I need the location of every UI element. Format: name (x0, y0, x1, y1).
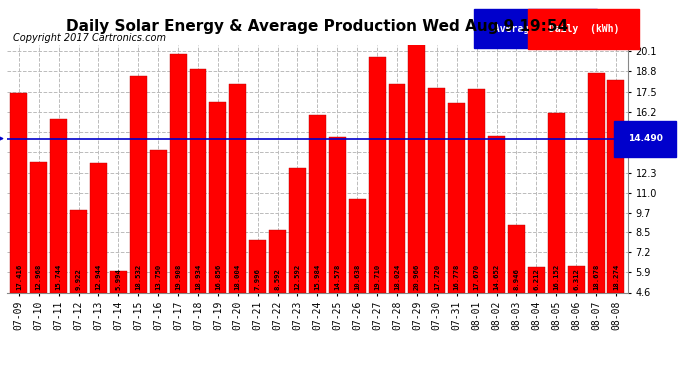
Text: 19.710: 19.710 (374, 264, 380, 290)
Bar (90, 163, 107, 292)
Text: 7.996: 7.996 (255, 268, 261, 290)
Bar (10, 93, 28, 292)
Text: 8.946: 8.946 (513, 268, 520, 290)
Text: 15.984: 15.984 (315, 264, 320, 290)
Bar (269, 230, 286, 292)
Text: 6.312: 6.312 (573, 268, 579, 290)
Bar (70, 210, 87, 292)
Bar (469, 89, 485, 292)
Text: 18.532: 18.532 (135, 264, 141, 290)
Bar (130, 76, 147, 292)
Text: 20.966: 20.966 (414, 264, 420, 290)
Text: 18.934: 18.934 (195, 264, 201, 290)
Text: 13.750: 13.750 (155, 264, 161, 290)
Text: Copyright 2017 Cartronics.com: Copyright 2017 Cartronics.com (13, 33, 166, 42)
Bar (249, 240, 266, 292)
Bar (229, 84, 246, 292)
Bar (488, 136, 505, 292)
Bar (50, 119, 67, 292)
Bar (548, 112, 564, 292)
Text: 8.592: 8.592 (275, 268, 281, 290)
Bar (508, 225, 525, 292)
Text: 14.490: 14.490 (0, 134, 3, 143)
Text: 12.592: 12.592 (295, 264, 301, 290)
Text: 14.652: 14.652 (493, 264, 500, 290)
Bar (528, 267, 545, 292)
Text: 17.416: 17.416 (16, 264, 22, 290)
Text: 16.152: 16.152 (553, 264, 560, 290)
Text: 18.024: 18.024 (394, 264, 400, 290)
Bar (428, 88, 445, 292)
Bar (190, 69, 206, 292)
Bar (309, 115, 326, 292)
Bar (210, 102, 226, 292)
Bar (408, 38, 425, 292)
Bar (348, 198, 366, 292)
Text: Average  (kWh): Average (kWh) (489, 24, 582, 34)
Bar (568, 266, 584, 292)
Text: 18.274: 18.274 (613, 264, 619, 290)
Bar (607, 80, 624, 292)
Bar (30, 162, 47, 292)
Text: 14.490: 14.490 (628, 134, 663, 143)
Text: 17.670: 17.670 (473, 264, 480, 290)
Bar (388, 84, 406, 292)
Bar (368, 57, 386, 292)
Text: 12.944: 12.944 (95, 264, 101, 290)
Text: 14.578: 14.578 (334, 264, 340, 290)
Text: Daily  (kWh): Daily (kWh) (542, 24, 625, 34)
Text: 6.212: 6.212 (533, 268, 540, 290)
Bar (170, 54, 186, 292)
Text: 9.922: 9.922 (75, 268, 81, 290)
Bar (448, 103, 465, 292)
Text: 16.856: 16.856 (215, 264, 221, 290)
Text: Daily Solar Energy & Average Production Wed Aug 9 19:54: Daily Solar Energy & Average Production … (66, 19, 569, 34)
Bar (329, 137, 346, 292)
Text: 15.744: 15.744 (56, 264, 61, 290)
Text: 19.908: 19.908 (175, 264, 181, 290)
Text: 18.678: 18.678 (593, 264, 599, 290)
Bar (588, 74, 604, 292)
Bar (289, 168, 306, 292)
Bar (110, 271, 127, 292)
Text: 10.638: 10.638 (354, 264, 360, 290)
Text: 5.994: 5.994 (115, 268, 121, 290)
Text: 18.004: 18.004 (235, 264, 241, 290)
Bar (150, 150, 166, 292)
Text: 17.720: 17.720 (434, 264, 440, 290)
Text: 12.968: 12.968 (36, 264, 42, 290)
Text: 16.778: 16.778 (454, 264, 460, 290)
